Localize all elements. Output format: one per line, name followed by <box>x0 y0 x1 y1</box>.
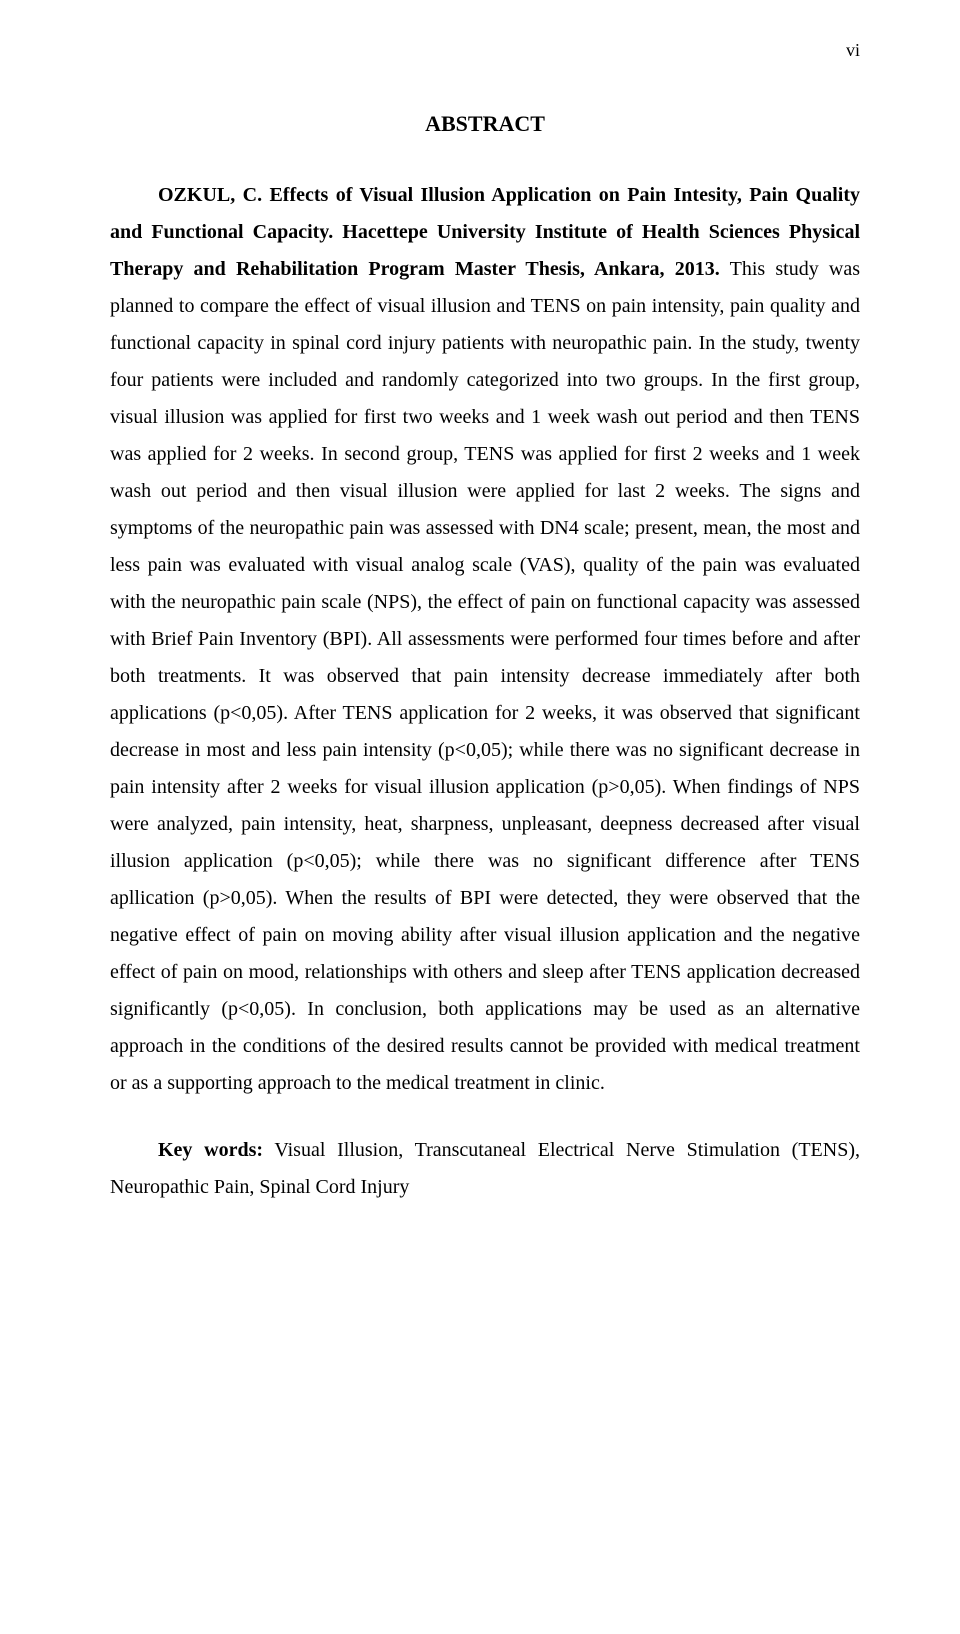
keywords-label: Key words: <box>158 1139 263 1161</box>
abstract-body-text: This study was planned to compare the ef… <box>110 258 860 1094</box>
abstract-heading: ABSTRACT <box>110 111 860 137</box>
abstract-paragraph: OZKUL, C. Effects of Visual Illusion App… <box>110 177 860 1102</box>
keywords-paragraph: Key words: Visual Illusion, Transcutanea… <box>110 1132 860 1206</box>
page-number: vi <box>110 40 860 61</box>
